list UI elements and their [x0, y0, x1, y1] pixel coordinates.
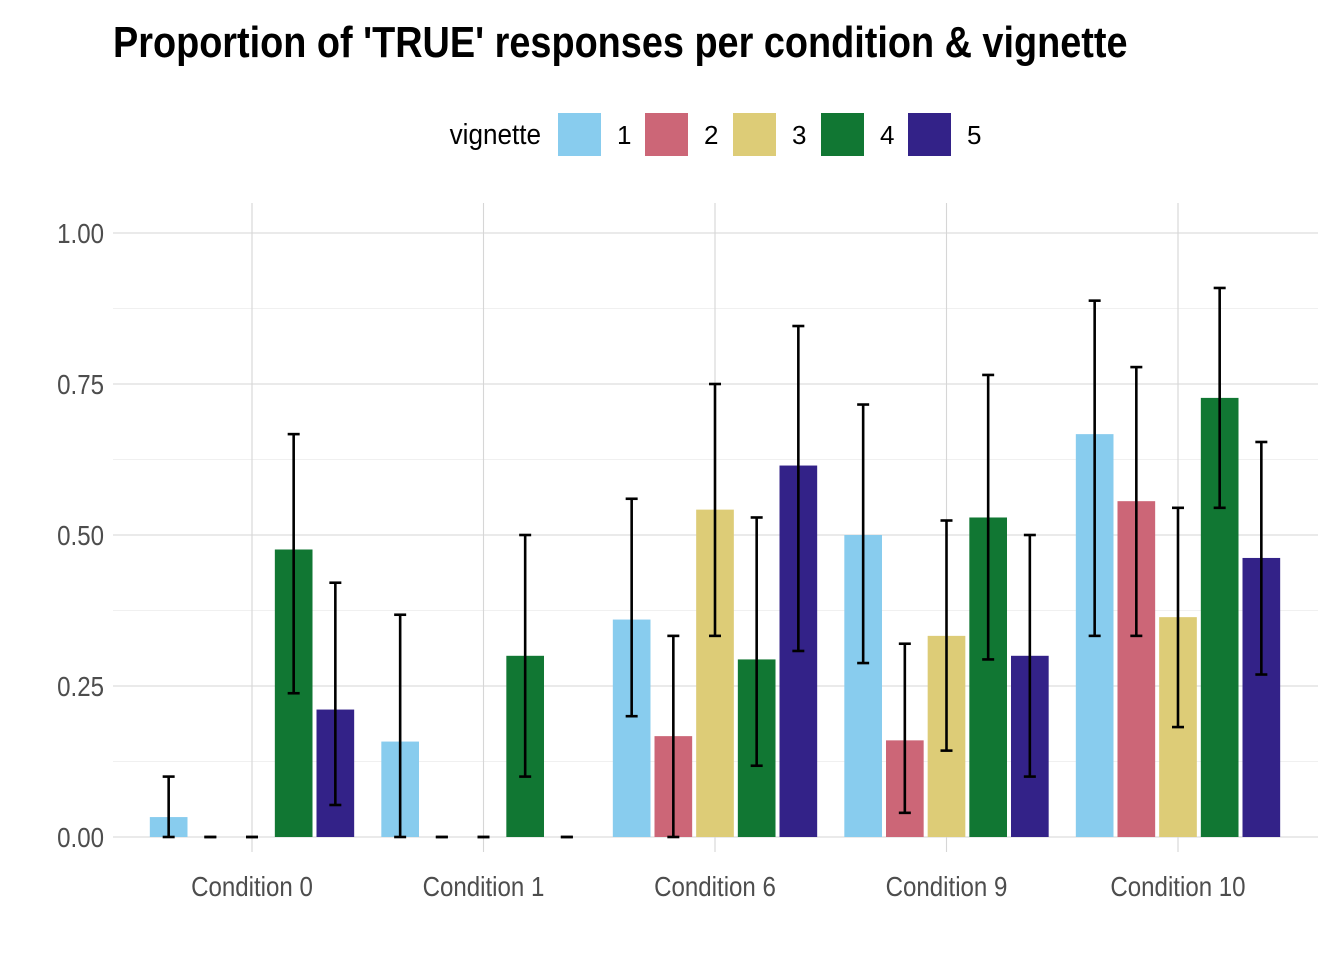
x-tick-label: Condition 6 [654, 870, 776, 902]
error-bar [792, 324, 805, 653]
error-bar [940, 519, 953, 752]
error-bar [329, 581, 342, 807]
error-bar [1130, 365, 1143, 638]
legend-label: 1 [617, 120, 631, 150]
legend-key [558, 113, 601, 156]
error-bar [1172, 506, 1184, 729]
legend-key [821, 113, 864, 156]
legend-key [908, 113, 951, 156]
x-tick-label: Condition 10 [1110, 870, 1245, 902]
y-tick-label: 0.25 [57, 670, 104, 702]
legend: vignette 1 2 3 4 5 [450, 113, 981, 156]
legend-key [645, 113, 688, 156]
error-bar [750, 516, 763, 768]
y-tick-label: 0.50 [57, 519, 104, 551]
error-bar [394, 613, 407, 839]
error-bar [162, 775, 175, 839]
y-tick-label: 0.00 [57, 821, 104, 853]
y-axis: 0.00 0.25 0.50 0.75 1.00 [57, 217, 104, 853]
chart-title: Proportion of 'TRUE' responses per condi… [113, 18, 1128, 67]
error-bars [162, 286, 1268, 839]
error-bar [1023, 533, 1036, 778]
legend-label: 3 [792, 120, 806, 150]
x-tick-label: Condition 0 [191, 870, 313, 902]
legend-key [733, 113, 776, 156]
error-bar [857, 403, 870, 665]
legend-label: 2 [704, 120, 718, 150]
legend-title: vignette [450, 118, 541, 151]
legend-label: 4 [880, 120, 894, 150]
error-bar [1088, 299, 1101, 638]
x-axis: Condition 0 Condition 1 Condition 6 Conditi… [191, 870, 1246, 902]
error-bar [625, 497, 638, 718]
error-bar [667, 634, 680, 839]
legend-label: 5 [967, 120, 981, 150]
error-bar [982, 373, 995, 661]
x-tick-label: Condition 1 [423, 870, 545, 902]
error-bar [709, 382, 721, 638]
error-bar [519, 533, 532, 778]
y-tick-label: 0.75 [57, 368, 104, 400]
error-bar [287, 432, 300, 695]
error-bar [898, 642, 911, 815]
x-tick-label: Condition 9 [886, 870, 1008, 902]
y-tick-label: 1.00 [57, 217, 104, 249]
error-bar [1213, 286, 1226, 510]
error-bar [1255, 440, 1268, 676]
